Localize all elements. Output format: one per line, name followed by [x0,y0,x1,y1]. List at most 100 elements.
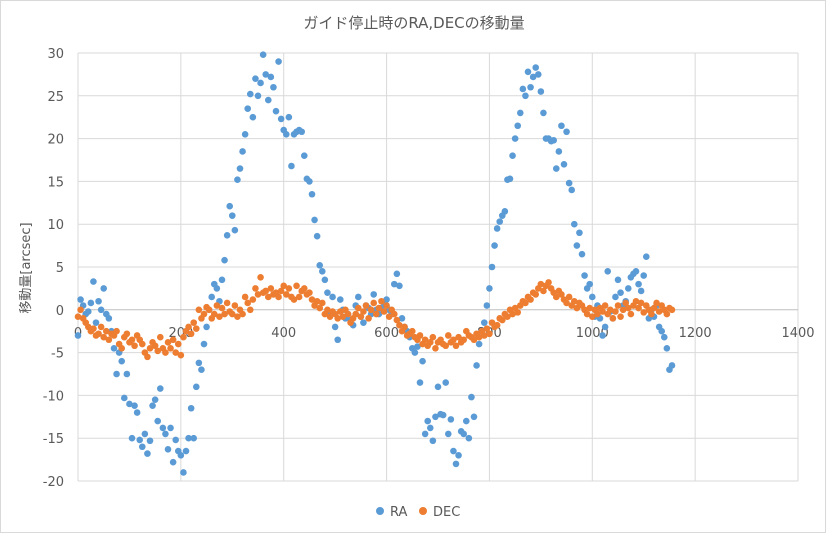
point-dec [380,308,388,315]
point-dec [200,310,208,318]
point-dec [622,299,630,307]
point-ra [614,276,622,284]
y-tick-label: 20 [47,133,64,148]
point-ra [141,430,149,438]
point-ra [660,333,668,341]
point-ra [313,232,321,240]
point-ra [151,396,159,403]
y-tick-label: -5 [51,347,64,362]
point-ra [126,400,133,408]
point-ra [74,332,82,339]
point-dec [470,336,478,344]
point-dec [545,279,552,286]
y-tick-label: 5 [56,261,64,276]
point-dec [375,304,383,312]
point-ra [637,287,645,295]
y-tick-label: 10 [47,218,64,233]
point-ra [642,253,650,261]
point-ra [324,289,331,296]
point-dec [146,345,154,352]
point-dec [444,332,452,339]
point-ra [455,452,462,459]
point-ra [162,430,169,438]
point-ra [231,226,239,234]
point-ra [164,446,172,453]
point-dec [95,330,102,338]
point-ra [565,179,573,187]
point-ra [573,242,581,249]
legend-marker-dec [419,507,427,515]
point-ra [239,148,246,155]
point-ra [167,424,174,432]
point-dec [632,297,640,305]
point-dec [295,293,303,301]
data-points [74,51,676,476]
point-ra [491,242,498,249]
point-ra [100,285,108,292]
point-ra [442,379,450,386]
point-dec [429,333,437,341]
y-axis-label: 移動量[arcsec] [19,222,34,313]
point-dec [218,304,226,312]
point-ra [416,379,424,386]
point-dec [573,304,581,312]
point-ra [252,75,259,82]
point-ra [300,152,308,160]
point-dec [624,304,632,312]
point-dec [300,285,308,292]
point-dec [123,330,131,338]
point-ra [97,306,105,314]
point-dec [509,310,516,318]
point-dec [594,310,601,318]
point-ra [532,64,540,71]
point-dec [216,313,223,320]
point-ra [334,336,342,344]
point-dec [308,296,316,303]
point-dec [262,287,270,295]
point-dec [100,333,108,341]
point-dec [648,310,655,318]
point-dec [90,325,97,332]
point-ra [277,115,285,123]
point-dec [246,306,254,314]
point-ra [177,452,185,459]
point-ra [588,293,596,301]
point-dec [169,336,177,344]
point-ra [282,131,290,138]
point-ra [396,282,403,290]
point-dec [450,336,457,344]
point-dec [367,306,375,314]
point-ra [336,296,344,303]
point-ra [612,293,619,301]
point-ra [272,107,280,115]
point-dec [504,313,511,320]
point-ra [522,92,529,100]
legend: RA DEC [376,505,460,520]
point-dec [383,302,390,309]
legend-label-ra: RA [390,505,408,520]
point-ra [149,402,156,409]
point-dec [234,313,241,320]
point-ra [257,79,264,87]
point-dec [339,313,347,320]
point-ra [493,225,501,232]
point-dec [606,306,614,314]
point-ra [110,345,118,352]
point-ra [529,73,537,81]
point-dec [653,299,660,307]
point-ra [568,186,576,194]
point-dec [306,289,313,296]
point-dec [164,339,172,346]
point-dec [290,296,298,303]
point-dec [537,280,545,288]
point-ra [146,437,154,445]
point-dec [151,342,159,350]
point-dec [655,308,663,315]
point-dec [637,299,645,307]
point-ra [267,73,275,81]
point-dec [185,323,192,331]
point-dec [540,287,547,295]
point-ra [180,469,187,476]
